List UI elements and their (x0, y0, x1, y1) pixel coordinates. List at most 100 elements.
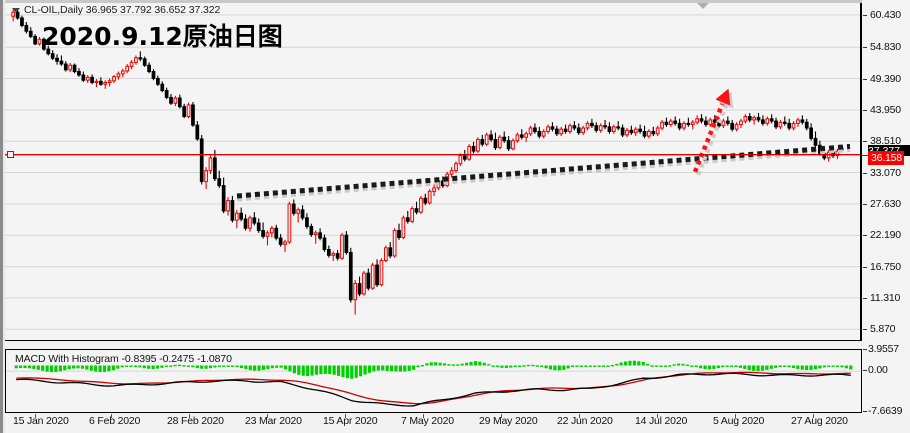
date-axis-label: 15 Apr 2020 (323, 415, 378, 427)
candlestick (68, 62, 73, 73)
candlestick (125, 64, 130, 74)
date-axis-label: 27 Aug 2020 (791, 415, 848, 427)
date-axis-label: 28 Feb 2020 (167, 415, 224, 427)
triangle-down-icon[interactable] (697, 3, 709, 9)
price-axis-tick (863, 203, 867, 205)
candlestick (493, 132, 498, 150)
date-axis-label: 5 Aug 2020 (713, 415, 765, 427)
price-axis-label: 38.510 (870, 135, 901, 148)
candlestick (427, 189, 432, 205)
breakout-arrow-line[interactable] (692, 91, 730, 173)
candlestick (362, 270, 366, 296)
macd-canvas (6, 360, 861, 407)
candlestick (533, 123, 537, 134)
price-axis-label: 49.390 (870, 72, 901, 85)
candlestick (366, 268, 371, 291)
candlestick (590, 118, 594, 129)
candlestick (142, 56, 147, 67)
candlestick (813, 131, 818, 148)
candlestick (576, 123, 581, 135)
candlestick (147, 62, 151, 74)
chevron-down-icon[interactable] (12, 7, 20, 13)
macd-axis-tick (863, 349, 867, 350)
candlestick (484, 132, 489, 146)
price-axis-tick (863, 141, 867, 143)
macd-axis-label: 0.00 (868, 364, 888, 377)
candlestick (603, 119, 607, 130)
candlestick (633, 126, 638, 137)
candlestick (226, 197, 230, 216)
candlestick (160, 81, 165, 93)
candlestick (405, 210, 410, 224)
candlestick (357, 276, 362, 297)
price-axis-label: 22.190 (870, 229, 901, 242)
candlestick (239, 207, 244, 222)
candlestick (743, 114, 748, 124)
price-axis[interactable]: 60.430 54.830 49.390 43.950 38.510 33.070 27.6… (862, 0, 910, 433)
candlestick (765, 116, 770, 126)
candlestick (462, 149, 467, 162)
candlestick (734, 122, 739, 132)
candlestick (647, 129, 651, 139)
candlestick (625, 128, 629, 138)
price-axis-label: 33.070 (870, 166, 901, 179)
candlestick (81, 71, 86, 82)
price-line-handle[interactable] (7, 151, 14, 159)
candlestick (199, 134, 204, 185)
candlestick (668, 118, 673, 127)
current-price-tag[interactable]: 36.158 (868, 150, 904, 165)
date-axis-tick (813, 414, 814, 418)
candlestick (112, 75, 116, 84)
candlestick (607, 122, 612, 134)
candlestick (370, 262, 375, 290)
candlestick (28, 27, 33, 39)
price-axis-tick (863, 47, 867, 49)
candlestick (256, 218, 261, 233)
price-axis-tick (863, 109, 867, 111)
candlestick (756, 113, 761, 123)
candlestick (778, 119, 783, 130)
price-axis-tick (863, 14, 867, 16)
candlestick (305, 213, 309, 229)
candlestick (138, 51, 143, 62)
candlestick (471, 141, 476, 154)
candlestick (686, 117, 691, 127)
price-chart-canvas (5, 9, 860, 330)
price-axis-label: 27.630 (870, 197, 901, 210)
candlestick (497, 134, 502, 150)
date-axis-tick (579, 414, 580, 418)
date-axis-tick (189, 414, 190, 418)
candlestick (835, 148, 840, 160)
date-axis-label: 29 May 2020 (479, 415, 538, 427)
candlestick (186, 102, 191, 119)
candlestick (761, 115, 765, 126)
date-axis[interactable]: 15 Jan 2020 6 Feb 2020 28 Feb 2020 23 Mar 2… (5, 414, 910, 433)
candlestick (50, 50, 55, 61)
date-axis-label: 7 May 2020 (401, 415, 454, 427)
breakout-arrow-head[interactable] (715, 88, 731, 106)
price-axis-label: 16.750 (870, 260, 901, 273)
candlestick (164, 87, 169, 100)
candlestick (90, 74, 94, 85)
candlestick (554, 125, 559, 137)
candlestick (769, 114, 774, 124)
macd-indicator-pane[interactable]: MACD With Histogram -0.8395 -0.2475 -1.0… (5, 349, 862, 413)
candlestick (673, 116, 678, 126)
candlestick (695, 115, 699, 125)
candlestick (274, 224, 279, 241)
support-trendline[interactable] (236, 143, 851, 199)
candlestick (230, 195, 235, 223)
candlestick (454, 161, 458, 173)
candlestick (519, 129, 524, 140)
candlestick (208, 155, 213, 175)
price-chart-pane[interactable] (5, 3, 862, 341)
candlestick (46, 45, 51, 56)
support-trendline-shadow (236, 146, 851, 202)
candlestick (344, 231, 349, 255)
symbol-info-row: CL-OIL,Daily 36.965 37.792 36.652 37.322 (12, 4, 220, 16)
candlestick (156, 75, 160, 86)
candlestick (594, 122, 599, 133)
chart-title-overlay: 2020.9.12原油日图 (42, 22, 283, 51)
candlestick (546, 124, 550, 134)
